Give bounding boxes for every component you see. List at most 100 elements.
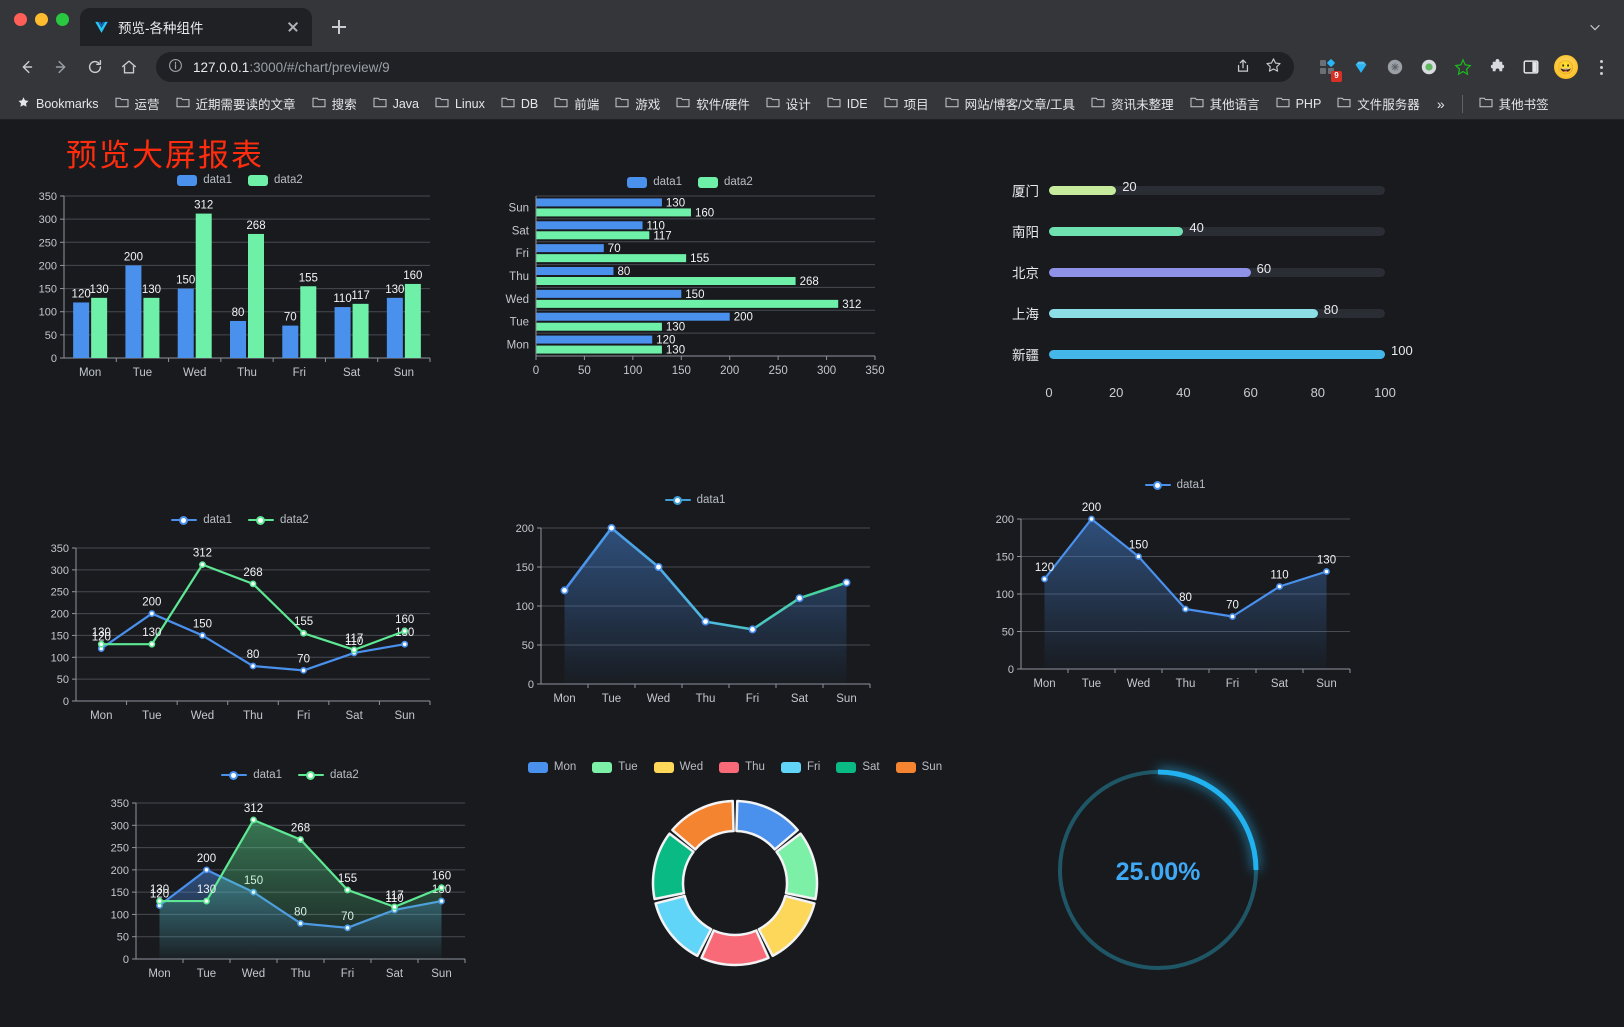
reload-icon[interactable] [80, 52, 110, 82]
svg-text:Mon: Mon [1033, 678, 1055, 690]
bookmark-folder[interactable]: 文件服务器 [1330, 91, 1427, 116]
svg-text:Sat: Sat [1271, 678, 1289, 690]
legend-item-data1[interactable]: data1 [171, 513, 232, 526]
legend-item-mon[interactable]: Mon [527, 761, 576, 773]
address-bar[interactable]: 127.0.0.1:3000/#/chart/preview/9 [156, 52, 1294, 82]
chart-legend: data1 [975, 478, 1375, 491]
legend-item-data1[interactable]: data1 [664, 493, 725, 506]
bookmark-folder[interactable]: 资讯未整理 [1084, 91, 1181, 116]
home-icon[interactable] [114, 52, 144, 82]
close-window-button[interactable] [14, 13, 27, 26]
green-dot-icon[interactable] [1418, 56, 1440, 78]
legend-swatch [527, 761, 548, 773]
svg-text:Thu: Thu [1176, 678, 1196, 690]
legend-item-data1[interactable]: data1 [627, 176, 682, 188]
chevron-down-icon[interactable] [1588, 20, 1602, 34]
tab-title: 预览-各种组件 [118, 21, 204, 36]
bookmark-folder[interactable]: 近期需要读的文章 [169, 91, 303, 116]
bookmark-folder[interactable]: 设计 [759, 91, 818, 116]
star-icon[interactable] [1265, 57, 1282, 77]
legend-item-data2[interactable]: data2 [698, 176, 753, 188]
site-info-icon[interactable] [168, 58, 183, 76]
maximize-window-button[interactable] [56, 13, 69, 26]
legend-item-tue[interactable]: Tue [592, 761, 638, 773]
bookmark-label: 搜索 [331, 98, 357, 112]
legend-item-data2[interactable]: data2 [298, 768, 359, 781]
bookmarks-root[interactable]: Bookmarks [10, 93, 106, 115]
bookmark-folder[interactable]: 前端 [547, 91, 606, 116]
svg-text:150: 150 [51, 630, 69, 642]
svg-text:155: 155 [338, 873, 357, 885]
bookmark-label: Bookmarks [36, 96, 99, 111]
forward-icon[interactable] [46, 52, 76, 82]
svg-text:300: 300 [39, 214, 57, 226]
bookmark-folder[interactable]: 网站/博客/文章/工具 [938, 91, 1082, 116]
svg-text:0: 0 [123, 954, 129, 966]
svg-text:117: 117 [385, 890, 403, 902]
svg-text:80: 80 [1179, 592, 1192, 604]
legend-swatch [780, 761, 801, 773]
other-bookmarks-folder[interactable]: 其他书签 [1472, 91, 1556, 116]
legend-item-wed[interactable]: Wed [653, 761, 703, 773]
svg-text:Fri: Fri [297, 710, 310, 722]
legend-item-thu[interactable]: Thu [719, 761, 765, 773]
legend-item-sat[interactable]: Sat [836, 761, 880, 773]
legend-item-data1[interactable]: data1 [1144, 478, 1205, 491]
share-icon[interactable] [1235, 58, 1251, 77]
avatar[interactable]: 😀 [1554, 55, 1578, 79]
green-star-icon[interactable] [1452, 56, 1474, 78]
chart-legend: data1 data2 [90, 768, 490, 781]
svg-text:Tue: Tue [197, 968, 216, 980]
bookmark-folder[interactable]: IDE [820, 93, 875, 114]
back-icon[interactable] [12, 52, 42, 82]
bookmark-folder[interactable]: 运营 [108, 91, 167, 116]
legend-item-data2[interactable]: data2 [248, 513, 309, 526]
svg-text:312: 312 [194, 200, 213, 212]
svg-text:200: 200 [111, 865, 129, 877]
progress-label: 北京 [1012, 266, 1039, 281]
svg-text:Tue: Tue [133, 367, 152, 379]
gauge-chart: 25.00% [1030, 720, 1290, 1000]
legend-swatch [653, 761, 674, 773]
bookmarks-overflow-button[interactable]: » [1436, 95, 1445, 112]
tab-strip: 预览-各种组件 [0, 0, 1624, 46]
browser-tab[interactable]: 预览-各种组件 [80, 8, 312, 46]
bookmark-folder[interactable]: 项目 [877, 91, 936, 116]
bookmark-folder[interactable]: PHP [1269, 93, 1329, 114]
sidepanel-icon[interactable] [1520, 56, 1542, 78]
svg-text:130: 130 [666, 197, 685, 209]
legend-swatch [248, 174, 268, 186]
kebab-menu-icon[interactable] [1590, 56, 1612, 78]
chart-legend: Mon Tue Wed Thu Fri Sat Sun [505, 761, 965, 773]
bookmark-folder[interactable]: Linux [428, 93, 492, 114]
bookmark-label: IDE [846, 96, 868, 111]
legend-item-data2[interactable]: data2 [248, 174, 303, 186]
extensions-grid-icon[interactable]: 9 [1316, 56, 1342, 82]
minimize-window-button[interactable] [35, 13, 48, 26]
legend-swatch [895, 761, 916, 773]
folder-icon [945, 96, 959, 111]
progress-fill [1049, 308, 1318, 318]
svg-text:Sun: Sun [509, 202, 529, 214]
bookmark-folder[interactable]: 软件/硬件 [669, 91, 756, 116]
stacked-area-plot: 0 50 100 150 200 250 300 350 Mon Tue Wed Thu Fri Sat S… [111, 798, 466, 980]
bookmark-folder[interactable]: Java [366, 93, 426, 114]
bookmark-folder[interactable]: 游戏 [608, 91, 667, 116]
legend-label: data2 [330, 768, 359, 781]
legend-item-data1[interactable]: data1 [177, 174, 232, 186]
puzzle-icon[interactable] [1486, 56, 1508, 78]
legend-item-fri[interactable]: Fri [780, 761, 820, 773]
bookmark-folder[interactable]: DB [494, 93, 545, 114]
svg-text:110: 110 [647, 220, 665, 232]
legend-label: Thu [745, 761, 765, 773]
diamond-icon[interactable] [1350, 56, 1372, 78]
gray-circle-icon[interactable] [1384, 56, 1406, 78]
legend-item-data1[interactable]: data1 [221, 768, 282, 781]
new-tab-button[interactable] [324, 12, 354, 42]
bookmark-folder[interactable]: 搜索 [305, 91, 364, 116]
bookmark-folder[interactable]: 其他语言 [1183, 91, 1267, 116]
svg-text:350: 350 [111, 798, 129, 810]
close-icon[interactable] [284, 18, 302, 36]
bookmark-label: 资讯未整理 [1111, 98, 1174, 112]
legend-item-sun[interactable]: Sun [895, 761, 942, 773]
